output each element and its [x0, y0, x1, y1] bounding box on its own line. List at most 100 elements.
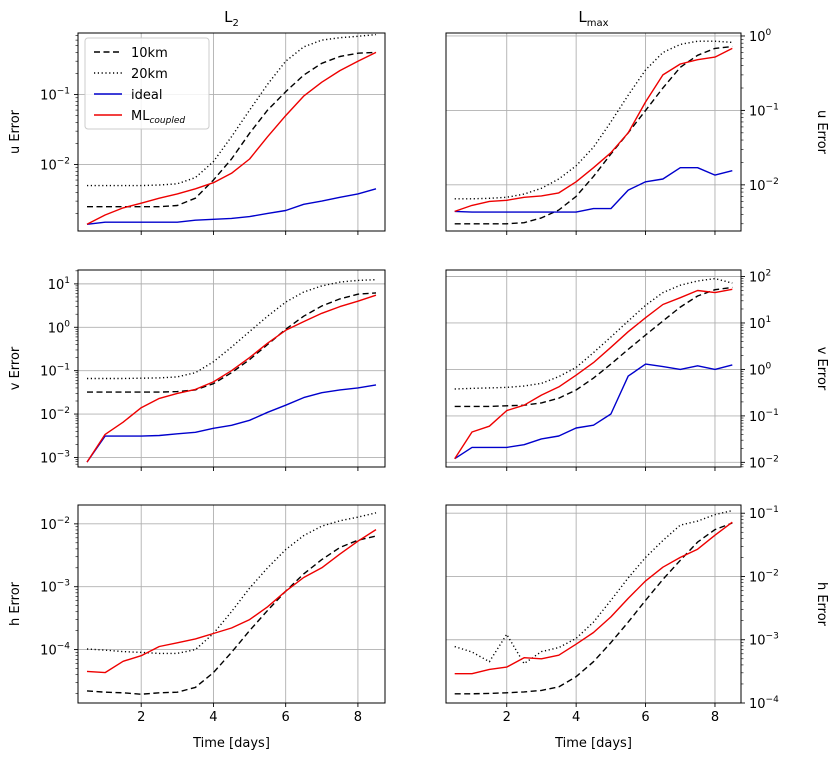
y-tick-label-exp: −2 [57, 516, 70, 526]
y-axis-label: u Error [8, 109, 23, 154]
y-tick-label: 10−2 [40, 516, 70, 533]
y-tick-label-base: 10 [749, 271, 766, 286]
y-tick-label-base: 10 [48, 321, 65, 336]
series-10km-line [87, 292, 377, 393]
y-tick-label: 10−3 [40, 579, 70, 596]
column-title-0: L2 [224, 8, 239, 29]
panel-u-l2: 10−2 10−1 u Error 10km 20km ideal MLcoupled [8, 32, 386, 235]
y-tick-label: 10−1 [40, 87, 70, 104]
y-tick-label: 10−1 [40, 363, 70, 380]
y-tick-label-base: 10 [40, 365, 57, 380]
y-tick-label: 100 [48, 319, 71, 336]
x-tick-label-6: 6 [282, 710, 290, 725]
legend: 10km 20km ideal MLcoupled [84, 37, 210, 130]
y-tick-label: 10−4 [749, 695, 779, 712]
y-tick-label: 101 [48, 276, 70, 293]
series-20km-line [87, 33, 377, 187]
series-ideal-line [86, 188, 377, 225]
y-tick-label-base: 10 [749, 179, 766, 194]
y-tick-label-exp: −3 [57, 449, 70, 459]
y-tick-label-exp: −2 [766, 568, 779, 578]
y-tick-label-exp: −3 [57, 579, 70, 589]
column-title-sub: max [587, 18, 609, 29]
y-tick-label: 10−2 [40, 406, 70, 423]
y-tick-label-exp: 2 [766, 269, 772, 279]
legend-label-ideal: ideal [131, 88, 162, 103]
y-tick-label: 10−3 [40, 449, 70, 466]
series-10km-line [454, 45, 733, 225]
y-tick-label-base: 10 [48, 278, 65, 293]
y-tick-label-base: 10 [749, 456, 766, 471]
y-tick-label-exp: −2 [57, 406, 70, 416]
y-tick-label: 10−2 [749, 177, 779, 194]
legend-label-ml: MLcoupled [131, 109, 185, 126]
axes-frame [77, 269, 386, 468]
x-tick-label-2: 2 [503, 710, 511, 725]
y-tick-label-base: 10 [40, 408, 57, 423]
series-ideal-line [454, 166, 733, 213]
y-axis-label: v Error [814, 347, 829, 391]
y-tick-label-exp: −1 [766, 505, 779, 515]
series-ml-line [454, 47, 733, 213]
series-ml-line [86, 294, 377, 463]
y-tick-label: 10−2 [749, 454, 779, 471]
y-tick-label-base: 10 [749, 30, 766, 45]
y-tick-label: 10−1 [749, 102, 779, 119]
y-axis-label: h Error [8, 581, 23, 626]
series-ml-line [86, 51, 377, 225]
series-10km-line [454, 286, 733, 408]
y-tick-label-base: 10 [749, 634, 766, 649]
legend-label-10km: 10km [131, 46, 168, 61]
y-tick-label-exp: −1 [766, 102, 779, 112]
x-tick-label-4: 4 [209, 710, 217, 725]
legend-label-sub: coupled [149, 116, 185, 126]
y-tick-label-base: 10 [40, 451, 57, 466]
y-axis-label: v Error [8, 346, 23, 390]
y-tick-label-exp: −1 [57, 87, 70, 97]
y-tick-label: 100 [749, 28, 772, 45]
series-ideal-line [86, 384, 377, 463]
y-tick-label: 10−1 [749, 408, 779, 425]
y-tick-label-base: 10 [749, 570, 766, 585]
y-tick-label-exp: −4 [766, 695, 780, 705]
series-20km-line [86, 512, 377, 655]
x-tick-label-8: 8 [711, 710, 719, 725]
y-tick-label-exp: −2 [57, 157, 70, 167]
column-title-1: Lmax [578, 8, 608, 29]
column-title-base: L [578, 8, 587, 26]
y-tick-label-exp: −2 [766, 454, 779, 464]
x-axis-label: Time [days] [192, 736, 270, 751]
y-tick-label: 10−2 [749, 568, 779, 585]
y-tick-label-exp: 1 [64, 276, 70, 286]
y-tick-label-base: 10 [749, 317, 766, 332]
axes-frame [445, 32, 742, 232]
series-ideal-line [454, 363, 733, 460]
y-tick-label: 101 [749, 315, 771, 332]
x-tick-label-8: 8 [354, 710, 362, 725]
legend-label-20km: 20km [131, 67, 168, 82]
y-tick-label-exp: 0 [766, 28, 772, 38]
axes-frame [445, 269, 742, 468]
series-20km-line [454, 40, 733, 200]
y-tick-label: 10−3 [749, 632, 779, 649]
series-10km-line [87, 51, 377, 208]
x-tick-label-4: 4 [572, 710, 580, 725]
column-title-sub: 2 [232, 18, 238, 29]
y-tick-label-exp: 1 [766, 315, 772, 325]
y-tick-label: 102 [749, 269, 771, 286]
y-tick-label-exp: −1 [766, 408, 779, 418]
x-tick-label-2: 2 [137, 710, 145, 725]
y-tick-label-base: 10 [749, 507, 766, 522]
axes-frame [77, 504, 386, 704]
y-tick-label: 10−2 [40, 157, 70, 174]
y-tick-label-exp: −1 [57, 363, 70, 373]
column-title-base: L [224, 8, 233, 26]
series-ml-line [454, 288, 733, 460]
axes-frame [77, 32, 386, 232]
series-20km-line [454, 509, 733, 665]
